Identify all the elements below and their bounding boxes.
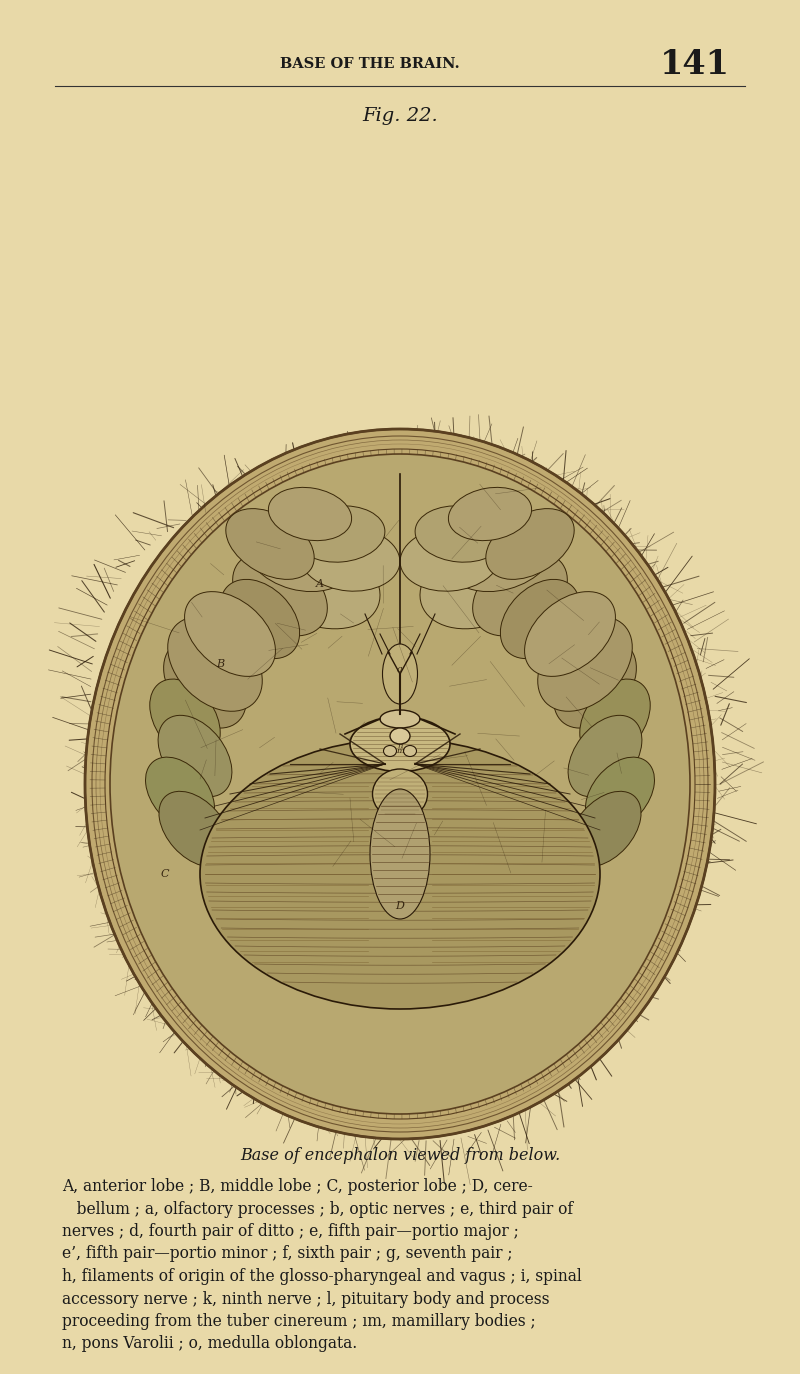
Text: Fig. 22.: Fig. 22. (362, 107, 438, 125)
Ellipse shape (400, 526, 500, 591)
Ellipse shape (370, 789, 430, 919)
Ellipse shape (446, 517, 554, 592)
Ellipse shape (473, 552, 567, 636)
Ellipse shape (146, 757, 214, 831)
Ellipse shape (164, 640, 246, 728)
Text: e’, fifth pair—portio minor ; f, sixth pair ; g, seventh pair ;: e’, fifth pair—portio minor ; f, sixth p… (62, 1245, 513, 1263)
Ellipse shape (260, 539, 380, 629)
Ellipse shape (568, 716, 642, 797)
Ellipse shape (220, 580, 300, 658)
Ellipse shape (383, 746, 397, 757)
Text: C: C (161, 868, 170, 879)
Text: n, pons Varolii ; o, medulla oblongata.: n, pons Varolii ; o, medulla oblongata. (62, 1336, 358, 1352)
Ellipse shape (403, 746, 417, 757)
Ellipse shape (300, 526, 400, 591)
Ellipse shape (554, 640, 636, 728)
Ellipse shape (415, 506, 505, 562)
Text: 141: 141 (660, 48, 730, 81)
Ellipse shape (233, 552, 327, 636)
Ellipse shape (150, 679, 220, 758)
Text: BASE OF THE BRAIN.: BASE OF THE BRAIN. (280, 56, 460, 71)
Ellipse shape (159, 791, 231, 867)
Ellipse shape (448, 488, 532, 540)
Ellipse shape (538, 617, 632, 712)
Text: n: n (398, 742, 402, 750)
Ellipse shape (85, 429, 715, 1139)
Ellipse shape (580, 679, 650, 758)
Text: accessory nerve ; k, ninth nerve ; l, pituitary body and process: accessory nerve ; k, ninth nerve ; l, pi… (62, 1290, 550, 1308)
Text: Base of encephalon viewed from below.: Base of encephalon viewed from below. (240, 1147, 560, 1165)
Ellipse shape (486, 508, 574, 580)
Ellipse shape (200, 739, 600, 1009)
Text: bellum ; a, olfactory processes ; b, optic nerves ; e, third pair of: bellum ; a, olfactory processes ; b, opt… (62, 1201, 573, 1217)
Ellipse shape (350, 716, 450, 771)
Text: B: B (216, 660, 224, 669)
Text: m: m (396, 747, 404, 754)
Text: D: D (395, 901, 405, 911)
Text: h, filaments of origin of the glosso-pharyngeal and vagus ; i, spinal: h, filaments of origin of the glosso-pha… (62, 1268, 582, 1285)
Ellipse shape (586, 757, 654, 831)
Ellipse shape (246, 517, 354, 592)
Ellipse shape (382, 644, 418, 703)
Ellipse shape (380, 710, 420, 728)
Ellipse shape (110, 453, 690, 1114)
Text: nerves ; d, fourth pair of ditto ; e, fifth pair—portio major ;: nerves ; d, fourth pair of ditto ; e, fi… (62, 1223, 519, 1239)
Ellipse shape (185, 592, 275, 676)
Ellipse shape (525, 592, 615, 676)
Ellipse shape (295, 506, 385, 562)
Text: proceeding from the tuber cinereum ; ım, mamillary bodies ;: proceeding from the tuber cinereum ; ım,… (62, 1314, 536, 1330)
Ellipse shape (168, 617, 262, 712)
Ellipse shape (420, 539, 540, 629)
Ellipse shape (268, 488, 352, 540)
Ellipse shape (373, 769, 427, 819)
Ellipse shape (390, 728, 410, 743)
Ellipse shape (226, 508, 314, 580)
Ellipse shape (158, 716, 232, 797)
Ellipse shape (500, 580, 580, 658)
Text: a: a (397, 665, 403, 673)
Text: A, anterior lobe ; B, middle lobe ; C, posterior lobe ; D, cere-: A, anterior lobe ; B, middle lobe ; C, p… (62, 1178, 533, 1195)
Ellipse shape (569, 791, 641, 867)
Text: A: A (316, 578, 324, 589)
